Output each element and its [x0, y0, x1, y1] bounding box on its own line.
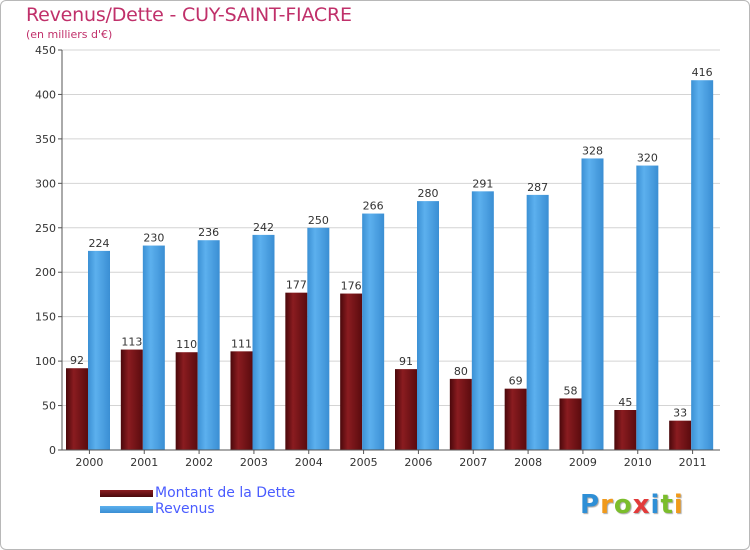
bar-debt [449, 378, 472, 450]
bar-debt [120, 349, 143, 450]
chart-subtitle: (en milliers d'€) [26, 28, 113, 41]
bar-revenus [691, 80, 714, 450]
data-label-revenus: 416 [692, 66, 713, 79]
y-tick-label: 300 [35, 177, 56, 190]
y-tick-label: 400 [35, 88, 56, 101]
logo-letter: i [650, 490, 661, 520]
data-label-debt: 69 [509, 375, 523, 388]
data-label-debt: 33 [673, 407, 687, 420]
bar-revenus [526, 194, 549, 450]
data-label-debt: 111 [231, 337, 252, 350]
grid-lines [62, 49, 720, 407]
y-tick-label: 200 [35, 266, 56, 279]
data-label-debt: 80 [454, 365, 468, 378]
data-label-revenus: 250 [308, 214, 329, 227]
data-label-revenus: 236 [198, 226, 219, 239]
bar-revenus [471, 191, 494, 451]
data-label-revenus: 266 [363, 200, 384, 213]
x-tick-label: 2003 [240, 456, 268, 469]
data-label-revenus: 230 [143, 232, 164, 245]
bar-debt [504, 388, 527, 450]
data-label-revenus: 242 [253, 221, 274, 234]
legend-label-revenus: Revenus [155, 501, 215, 517]
data-label-revenus: 328 [582, 144, 603, 157]
legend-swatch-revenus [100, 506, 153, 513]
x-tick-label: 2008 [514, 456, 542, 469]
logo-letter: P [580, 490, 601, 520]
x-tick-label: 2005 [350, 456, 378, 469]
x-tick-label: 2007 [459, 456, 487, 469]
bar-revenus [636, 165, 659, 451]
x-tick-label: 2000 [75, 456, 103, 469]
bars: 92 224 113 230 110 236 111 242 177 250 176 266 91 280… [66, 66, 714, 451]
legend-label-debt: Montant de la Dette [155, 485, 296, 501]
y-tick-label: 150 [35, 311, 56, 324]
y-tick-label: 50 [42, 400, 56, 413]
logo-letter: i [673, 490, 684, 520]
y-tick-label: 100 [35, 355, 56, 368]
data-label-debt: 177 [286, 279, 307, 292]
data-label-debt: 45 [618, 396, 632, 409]
data-label-revenus: 287 [527, 181, 548, 194]
data-label-debt: 176 [341, 280, 362, 293]
data-label-revenus: 224 [89, 237, 110, 250]
bar-debt [669, 420, 692, 450]
x-tick-label: 2004 [295, 456, 323, 469]
data-label-debt: 110 [176, 338, 197, 351]
axes: 0 50 100 150 200 250 300 350 400 450 2000 2001 2002 2… [35, 44, 720, 469]
logo-letter: r [600, 490, 614, 520]
bar-revenus [581, 158, 604, 450]
chart-title: Revenus/Dette - CUY-SAINT-FIACRE [26, 4, 352, 26]
x-tick-label: 2002 [185, 456, 213, 469]
bar-debt [285, 292, 308, 450]
bar-debt [175, 352, 198, 450]
bar-revenus [142, 245, 165, 450]
logo-letter: o [613, 490, 633, 520]
data-label-debt: 113 [121, 336, 142, 349]
data-label-debt: 92 [70, 354, 84, 367]
bar-revenus [307, 227, 330, 450]
x-tick-label: 2001 [130, 456, 158, 469]
y-tick-label: 0 [49, 444, 56, 457]
x-tick-label: 2010 [624, 456, 652, 469]
bar-revenus [197, 240, 220, 450]
bar-debt [66, 368, 88, 450]
x-tick-label: 2011 [679, 456, 707, 469]
data-label-revenus: 280 [418, 187, 439, 200]
y-tick-label: 250 [35, 222, 56, 235]
bar-debt [395, 369, 417, 450]
y-tick-label: 350 [35, 133, 56, 146]
bar-revenus [88, 250, 110, 450]
data-label-revenus: 320 [637, 152, 658, 165]
bar-revenus [417, 201, 439, 450]
bar-debt [340, 293, 363, 450]
data-label-revenus: 291 [472, 177, 493, 190]
bar-revenus [252, 234, 275, 450]
bar-debt [614, 410, 637, 450]
legend-swatch-debt [100, 490, 153, 497]
data-label-debt: 91 [399, 355, 413, 368]
proxiti-logo: Proxiti [580, 490, 684, 520]
x-tick-label: 2009 [569, 456, 597, 469]
y-tick-label: 450 [35, 44, 56, 57]
data-label-debt: 58 [564, 384, 578, 397]
bar-revenus [362, 213, 385, 450]
logo-letter: x [632, 490, 651, 520]
bar-debt [559, 398, 582, 450]
bar-debt [230, 351, 253, 450]
x-tick-label: 2006 [404, 456, 432, 469]
logo-letter: t [660, 490, 674, 520]
